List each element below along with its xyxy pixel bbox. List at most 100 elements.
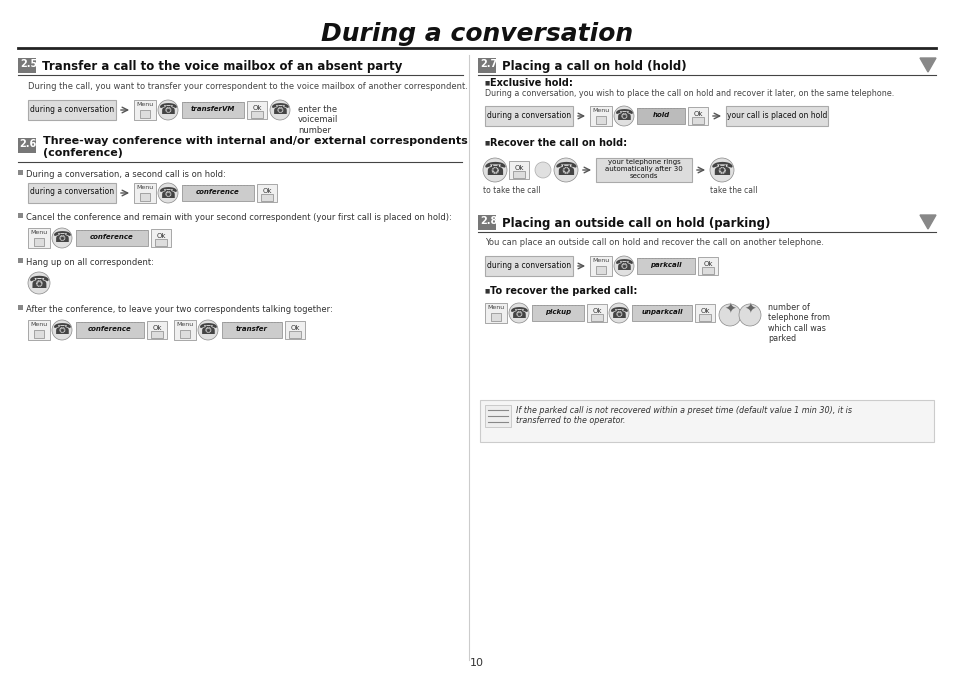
Bar <box>256 184 276 202</box>
Bar <box>491 313 500 321</box>
Text: Menu: Menu <box>487 305 504 310</box>
Bar <box>151 229 171 247</box>
Bar <box>151 331 163 338</box>
Text: Recover the call on hold:: Recover the call on hold: <box>490 138 626 148</box>
Text: ■: ■ <box>484 288 490 293</box>
Bar <box>513 171 524 178</box>
Bar <box>532 305 583 321</box>
Text: ☎: ☎ <box>509 306 528 321</box>
Bar <box>477 215 496 230</box>
Circle shape <box>614 106 634 126</box>
Bar <box>180 330 190 338</box>
Bar <box>173 320 195 340</box>
Text: unparkcall: unparkcall <box>640 309 682 315</box>
Text: Ok: Ok <box>693 111 702 117</box>
Polygon shape <box>919 215 935 229</box>
Text: 10: 10 <box>470 658 483 668</box>
Text: transfer: transfer <box>235 326 268 332</box>
Text: ☎: ☎ <box>198 323 217 338</box>
Circle shape <box>554 158 578 182</box>
Text: Cancel the conference and remain with your second correspondent (your first call: Cancel the conference and remain with yo… <box>26 213 452 222</box>
Bar <box>18 213 23 218</box>
Text: ☎: ☎ <box>554 161 577 179</box>
Text: You can place an outside call on hold and recover the call on another telephone.: You can place an outside call on hold an… <box>484 238 823 247</box>
Text: ■: ■ <box>484 80 490 85</box>
Text: 2.6: 2.6 <box>19 139 36 149</box>
Bar <box>725 106 827 126</box>
Text: Ok: Ok <box>290 325 299 331</box>
Text: ☎: ☎ <box>52 323 71 338</box>
Text: ☎: ☎ <box>710 161 733 179</box>
Bar <box>18 258 23 263</box>
Circle shape <box>158 100 178 120</box>
Text: to take the call: to take the call <box>482 186 540 195</box>
Text: during a conversation: during a conversation <box>486 111 571 119</box>
Text: Menu: Menu <box>592 258 609 263</box>
Circle shape <box>535 162 551 178</box>
Text: transferVM: transferVM <box>191 106 235 112</box>
Text: conference: conference <box>90 234 133 240</box>
Text: Menu: Menu <box>30 322 48 327</box>
Text: During a conversation, a second call is on hold:: During a conversation, a second call is … <box>26 170 226 179</box>
Bar <box>222 322 282 338</box>
Circle shape <box>52 228 71 248</box>
Bar <box>484 303 506 323</box>
Text: ☎: ☎ <box>52 230 71 246</box>
Bar <box>596 158 691 182</box>
Text: ☎: ☎ <box>609 306 628 321</box>
Circle shape <box>198 320 218 340</box>
Text: conference: conference <box>88 326 132 332</box>
Bar <box>477 58 496 73</box>
Bar <box>251 111 263 118</box>
Text: hold: hold <box>652 112 669 118</box>
Circle shape <box>509 303 529 323</box>
Text: If the parked call is not recovered within a preset time (default value 1 min 30: If the parked call is not recovered with… <box>516 406 851 425</box>
Bar <box>695 304 714 322</box>
Bar <box>590 314 602 321</box>
Bar <box>509 161 529 179</box>
Text: enter the
voicemail
number: enter the voicemail number <box>297 105 338 135</box>
Text: Ok: Ok <box>700 308 709 314</box>
Bar <box>28 228 50 248</box>
Bar <box>28 320 50 340</box>
Bar <box>289 331 301 338</box>
Bar <box>18 58 36 73</box>
Bar <box>596 116 605 124</box>
Bar <box>76 230 148 246</box>
Text: After the conference, to leave your two correspondents talking together:: After the conference, to leave your two … <box>26 305 333 314</box>
Text: ☎: ☎ <box>483 161 506 179</box>
Text: ☎: ☎ <box>158 186 177 200</box>
Bar <box>479 400 933 442</box>
Text: Menu: Menu <box>592 108 609 113</box>
Text: Hang up on all correspondent:: Hang up on all correspondent: <box>26 258 153 267</box>
Bar <box>133 100 156 120</box>
Text: ✦: ✦ <box>723 303 735 317</box>
Bar <box>182 102 244 118</box>
Bar <box>133 183 156 203</box>
Text: Ok: Ok <box>702 261 712 267</box>
Bar <box>637 258 695 274</box>
Bar <box>34 238 44 246</box>
Circle shape <box>158 183 178 203</box>
Bar <box>140 193 150 201</box>
Text: ■: ■ <box>484 140 490 145</box>
Circle shape <box>614 256 634 276</box>
Text: Placing a call on hold (hold): Placing a call on hold (hold) <box>501 60 686 73</box>
Bar <box>484 405 511 427</box>
Bar <box>247 101 267 119</box>
Text: conference: conference <box>196 189 239 195</box>
Text: 2.8: 2.8 <box>479 216 497 226</box>
Text: Three-way conference with internal and/or external correspondents: Three-way conference with internal and/o… <box>43 136 467 146</box>
Bar <box>18 170 23 175</box>
Circle shape <box>28 272 50 294</box>
Text: Ok: Ok <box>592 308 601 314</box>
Text: Exclusive hold:: Exclusive hold: <box>490 78 572 88</box>
Bar <box>701 267 713 274</box>
Text: Ok: Ok <box>252 105 261 111</box>
Text: ☎: ☎ <box>158 103 177 117</box>
Circle shape <box>719 304 740 326</box>
Text: ✦: ✦ <box>743 303 755 317</box>
Text: ☎: ☎ <box>29 274 50 292</box>
Bar <box>484 256 573 276</box>
Bar <box>182 185 253 201</box>
